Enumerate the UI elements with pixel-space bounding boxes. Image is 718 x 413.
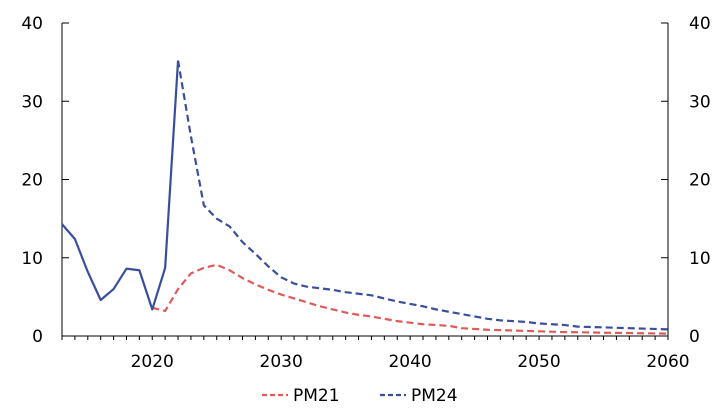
y-tick-label-right: 30 (689, 92, 711, 112)
y-tick-label-right: 10 (689, 249, 711, 269)
chart-legend: PM21 PM24 (262, 386, 458, 406)
y-tick-label-left: 0 (32, 327, 43, 347)
x-tick-label: 2050 (517, 352, 560, 372)
x-tick-label: 2060 (646, 352, 689, 372)
legend-label-0: PM21 (293, 386, 340, 406)
y-tick-label-left: 40 (21, 14, 43, 34)
legend-label-1: PM24 (411, 386, 458, 406)
x-tick-label: 2030 (260, 352, 303, 372)
series-line-0 (152, 263, 669, 335)
x-tick-label: 2040 (388, 352, 431, 372)
y-tick-label-right: 40 (689, 14, 711, 34)
y-tick-label-right: 20 (689, 171, 711, 191)
series-line-dashed-1 (176, 60, 669, 331)
y-tick-label-left: 30 (21, 92, 43, 112)
series-line-solid-1 (61, 60, 180, 311)
y-tick-label-right: 0 (689, 327, 700, 347)
x-tick-label: 2020 (131, 352, 174, 372)
y-tick-label-left: 10 (21, 249, 43, 269)
y-tick-label-left: 20 (21, 171, 43, 191)
series-layer (61, 60, 669, 335)
